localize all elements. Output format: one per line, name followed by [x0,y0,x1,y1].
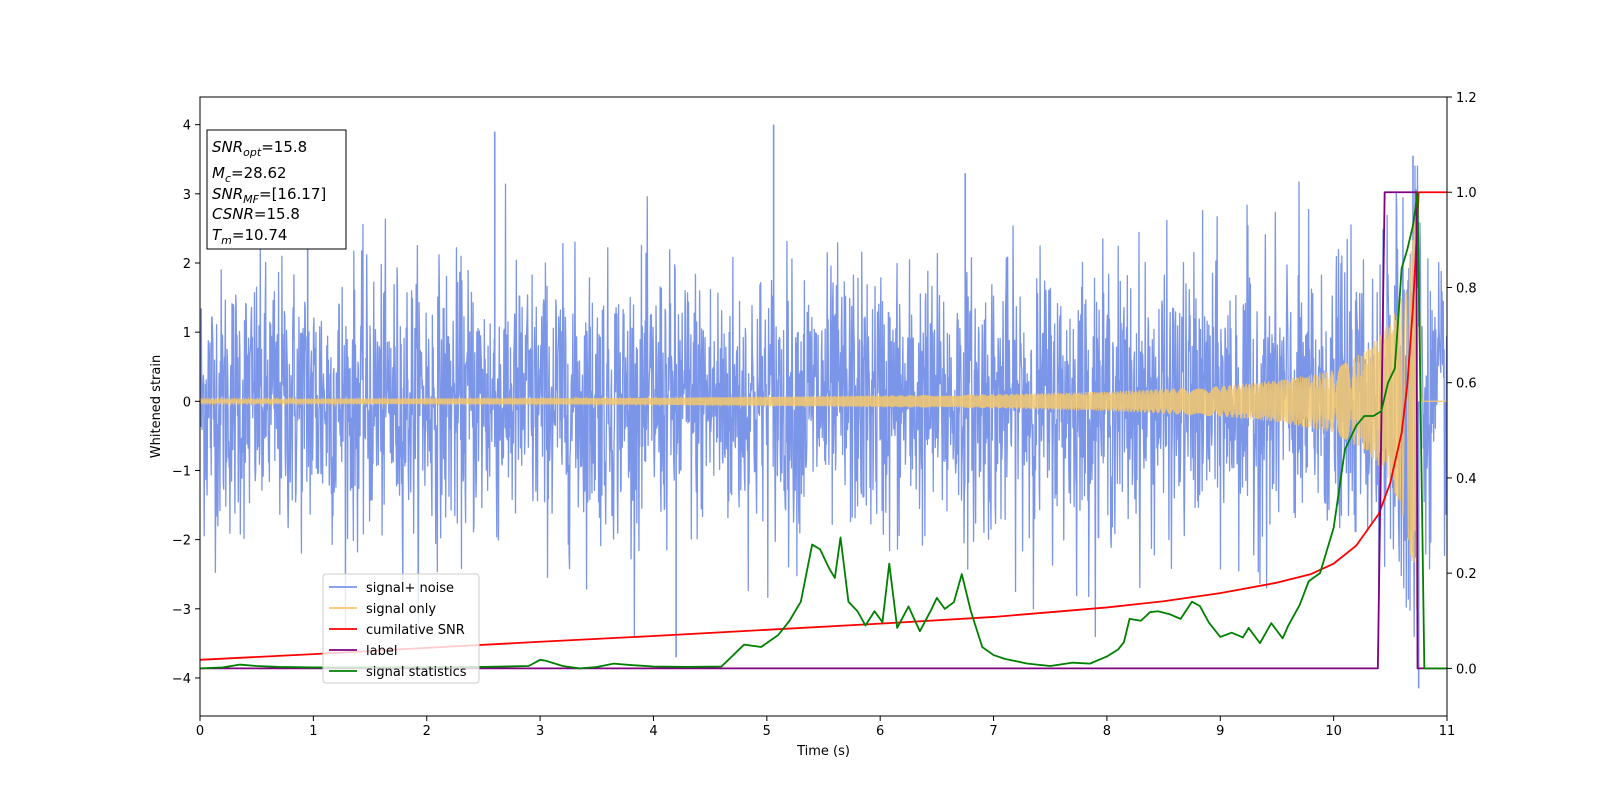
legend-label: signal+ noise [366,581,454,596]
series-cumilative-snr [200,191,1447,661]
legend-label: cumilative SNR [366,623,465,638]
y-right-tick-label: 0.0 [1456,662,1477,677]
y-left-tick-label: −2 [172,534,191,549]
y-left-tick-label: −3 [172,603,191,618]
info-row: SNRopt=15.8 [212,138,307,159]
x-tick-label: 6 [876,724,884,739]
legend-label: label [366,644,397,659]
x-tick-label: 3 [536,724,544,739]
info-row-symbol: M [212,164,225,182]
info-row-subscript: MF [243,193,259,206]
x-tick-label: 1 [309,724,317,739]
y-right-tick-label: 1.2 [1456,91,1477,106]
y-left-tick-label: 4 [183,119,191,134]
info-row-value: =15.8 [254,205,300,223]
y-axis-label: Whitened strain [149,355,164,458]
info-row: CSNR=15.8 [212,205,300,223]
info-row: SNRMF=[16.17] [212,185,326,206]
info-row-value: =15.8 [261,138,307,156]
x-axis-label: Time (s) [796,744,850,759]
x-tick-label: 9 [1216,724,1224,739]
y-right-tick-label: 0.4 [1456,472,1477,487]
info-row-subscript: c [225,172,231,185]
legend-label: signal only [366,602,436,617]
series-label [200,191,1447,670]
y-right-tick-label: 0.8 [1456,281,1477,296]
info-row-symbol: SNR [212,185,243,203]
info-row-symbol: T [212,226,223,244]
info-row-value: =28.62 [231,164,287,182]
legend-label: signal statistics [366,665,467,680]
x-tick-label: 10 [1325,724,1342,739]
x-tick-label: 0 [196,724,204,739]
info-box-frame [206,129,347,250]
y-left-tick-label: −1 [172,464,191,479]
y-right-tick-label: 0.6 [1456,377,1477,392]
x-tick-label: 11 [1439,724,1456,739]
y-left-tick-label: 3 [183,188,191,203]
x-tick-label: 5 [763,724,771,739]
y-left-tick-label: −4 [172,672,191,687]
info-row: Mc=28.62 [212,164,287,185]
y-right-tick-label: 0.2 [1456,567,1477,582]
x-tick-label: 4 [649,724,657,739]
axes-layer: 0 1 2 3 4 5 6 7 8 9 10 11 −4 −3 −2 −1 0 1 2 3 4 0.0 0.2 0.4 0.6 0… [149,91,1477,759]
info-row-subscript: m [221,234,232,247]
series-signal-statistics [200,191,1447,670]
info-row-subscript: opt [243,146,262,159]
y-left-tick-label: 1 [183,326,191,341]
info-box: SNRopt=15.8Mc=28.62SNRMF=[16.17]CSNR=15.… [206,129,347,250]
info-row-value: =[16.17] [259,185,326,203]
y-left-tick-label: 2 [183,257,191,272]
series-signal-only [200,204,1447,610]
y-left-tick-label: 0 [183,395,191,410]
plot-frame [199,96,1448,717]
x-tick-label: 2 [423,724,431,739]
legend: signal+ noise signal only cumilative SNR la… [322,573,480,684]
info-row: Tm=10.74 [212,226,287,247]
y-right-tick-label: 1.0 [1456,186,1477,201]
x-tick-label: 8 [1103,724,1111,739]
info-row-symbol: CSNR [212,205,254,223]
info-row-symbol: SNR [212,138,243,156]
legend-frame [322,573,480,684]
info-row-value: =10.74 [232,226,288,244]
x-tick-label: 7 [989,724,997,739]
series-layer [200,124,1447,689]
